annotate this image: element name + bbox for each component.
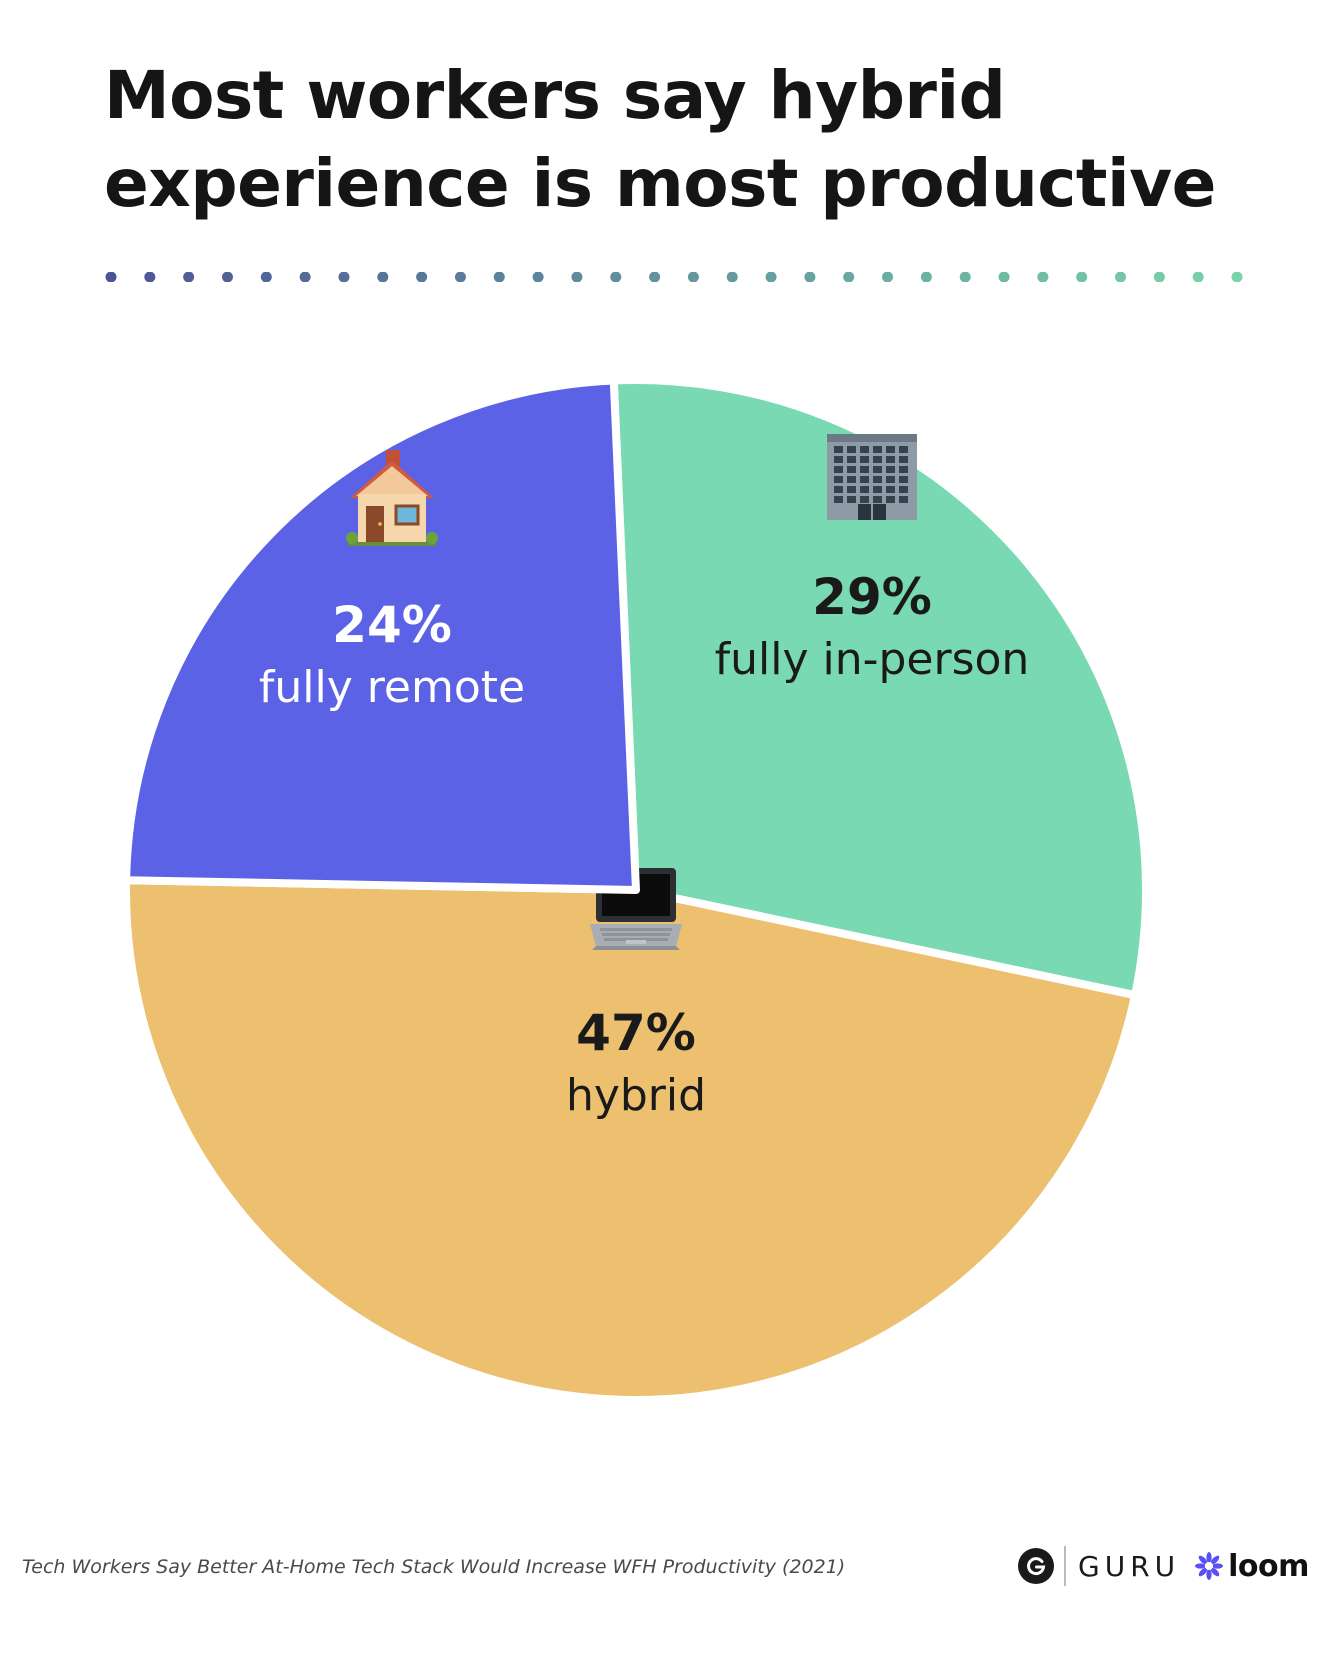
divider-dot <box>610 272 622 282</box>
divider-dot <box>882 272 894 282</box>
loom-logo: loom <box>1194 1549 1309 1584</box>
logo-separator <box>1064 1546 1066 1586</box>
divider-dot <box>1153 272 1165 282</box>
dotted-divider <box>105 272 1243 282</box>
guru-logo-icon <box>1018 1548 1054 1584</box>
pie-slice-shape <box>122 376 640 894</box>
chart-title: Most workers say hybrid experience is mo… <box>104 52 1304 228</box>
pie-slice-shape <box>122 876 1140 1404</box>
divider-dot <box>299 272 311 282</box>
divider-dot <box>765 272 777 282</box>
divider-dot <box>338 272 350 282</box>
divider-dot <box>144 272 156 282</box>
divider-dot <box>843 272 855 282</box>
pie-slice-fully-in-person: 29% fully in-person <box>609 376 1150 1000</box>
divider-dot <box>260 272 272 282</box>
office-building-icon <box>827 434 917 520</box>
divider-dot <box>1037 272 1049 282</box>
divider-dot <box>454 272 466 282</box>
brand-logos: GURU loom <box>1018 1543 1309 1589</box>
source-caption: Tech Workers Say Better At-Home Tech Sta… <box>22 1556 846 1578</box>
divider-dot <box>959 272 971 282</box>
slice-category-label: fully remote <box>259 662 525 713</box>
divider-dot <box>920 272 932 282</box>
divider-dot <box>687 272 699 282</box>
pie-chart: 29% fully in-person 47% hybrid 24% fully remo… <box>122 376 1150 1404</box>
pie-slice-hybrid: 47% hybrid <box>122 868 1140 1404</box>
slice-category-label: hybrid <box>566 1070 706 1121</box>
divider-dot <box>804 272 816 282</box>
divider-dot <box>649 272 661 282</box>
divider-dot <box>377 272 389 282</box>
divider-dot <box>221 272 233 282</box>
divider-dot <box>571 272 583 282</box>
divider-dot <box>105 272 117 282</box>
divider-dot <box>183 272 195 282</box>
pie-slice-shape <box>609 376 1150 1000</box>
house-icon <box>346 450 438 546</box>
pie-slice-fully-remote: 24% fully remote <box>122 376 640 894</box>
divider-dot <box>1076 272 1088 282</box>
divider-dot <box>493 272 505 282</box>
slice-percent-label: 24% <box>332 596 452 654</box>
divider-dot <box>1231 272 1243 282</box>
divider-dot <box>416 272 428 282</box>
divider-dot <box>1192 272 1204 282</box>
slice-percent-label: 47% <box>576 1004 696 1062</box>
divider-dot <box>532 272 544 282</box>
loom-logo-icon <box>1195 1552 1224 1580</box>
divider-dot <box>1115 272 1127 282</box>
slice-percent-label: 29% <box>812 568 932 626</box>
chart-title-line-2: experience is most productive <box>104 145 1216 222</box>
divider-dot <box>726 272 738 282</box>
slice-category-label: fully in-person <box>715 634 1030 685</box>
chart-title-line-1: Most workers say hybrid <box>104 57 1006 134</box>
divider-dot <box>998 272 1010 282</box>
guru-logo-text: GURU <box>1078 1549 1181 1583</box>
loom-logo-text: loom <box>1228 1548 1309 1584</box>
